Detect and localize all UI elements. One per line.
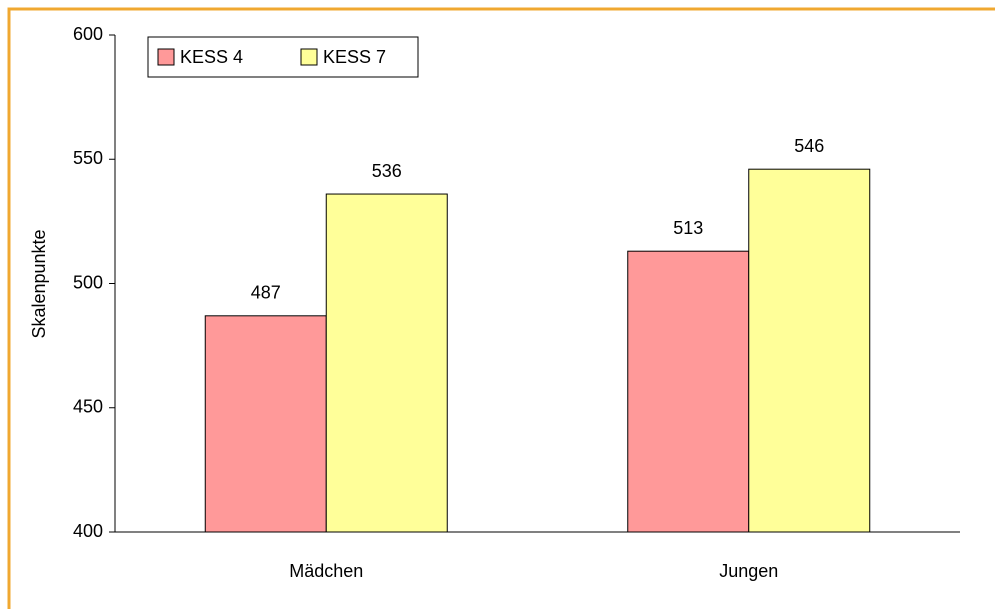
legend-box — [147, 36, 419, 78]
y-tick-label: 450 — [73, 397, 103, 417]
y-tick-label: 550 — [73, 148, 103, 168]
data-label: 513 — [673, 218, 703, 238]
x-tick-label: Mädchen — [289, 561, 363, 581]
y-tick-label: 400 — [73, 521, 103, 541]
legend-label: KESS 4 — [180, 47, 243, 67]
bar — [204, 315, 327, 533]
data-label: 536 — [372, 161, 402, 181]
y-tick-label: 600 — [73, 24, 103, 44]
bar — [627, 250, 750, 533]
legend-swatch — [300, 48, 318, 66]
y-tick-label: 500 — [73, 272, 103, 292]
data-label: 487 — [251, 283, 281, 303]
bar — [748, 168, 871, 533]
bar — [325, 193, 448, 533]
data-label: 546 — [794, 136, 824, 156]
x-tick-label: Jungen — [719, 561, 778, 581]
legend-swatch — [157, 48, 175, 66]
legend-label: KESS 7 — [323, 47, 386, 67]
y-axis-label: Skalenpunkte — [29, 229, 49, 338]
